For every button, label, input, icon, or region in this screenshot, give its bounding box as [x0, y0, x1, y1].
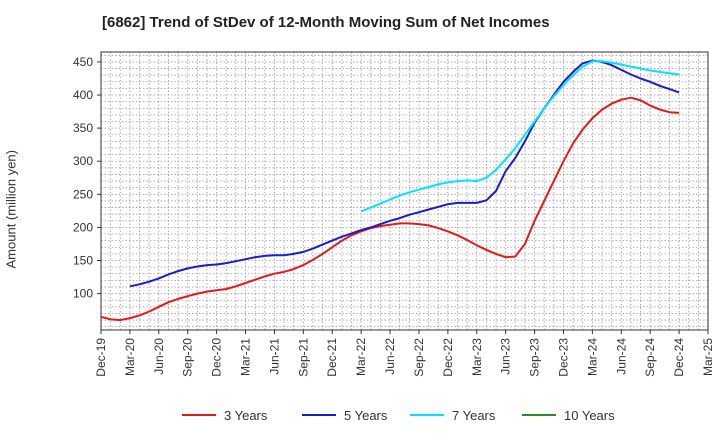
x-tick-label: Dec-20: [210, 338, 224, 377]
y-tick-label: 250: [73, 187, 93, 201]
x-tick-label: Sep-20: [181, 338, 195, 377]
x-tick-label: Dec-19: [94, 338, 108, 377]
legend-label: 7 Years: [452, 408, 496, 423]
x-tick-label: Jun-22: [383, 338, 397, 375]
x-tick-label: Jun-24: [614, 338, 628, 375]
x-tick-label: Mar-22: [354, 338, 368, 376]
y-tick-label: 350: [73, 121, 93, 135]
y-tick-label: 200: [73, 220, 93, 234]
y-tick-label: 150: [73, 254, 93, 268]
x-tick-label: Dec-21: [325, 338, 339, 377]
y-tick-label: 450: [73, 55, 93, 69]
x-tick-label: Sep-24: [643, 338, 657, 377]
x-tick-label: Dec-23: [556, 338, 570, 377]
x-tick-label: Jun-21: [267, 338, 281, 375]
y-tick-label: 400: [73, 88, 93, 102]
plot-area: [101, 52, 708, 330]
x-tick-label: Mar-20: [123, 338, 137, 376]
legend-label: 5 Years: [344, 408, 388, 423]
legend-label: 3 Years: [224, 408, 268, 423]
x-tick-label: Jun-23: [499, 338, 513, 375]
plot-border: [100, 51, 709, 331]
x-tick-label: Dec-22: [441, 338, 455, 377]
x-tick-label: Mar-23: [470, 338, 484, 376]
x-tick-label: Dec-24: [672, 338, 686, 377]
chart-title: [6862] Trend of StDev of 12-Month Moving…: [102, 14, 550, 31]
x-tick-label: Mar-21: [239, 338, 253, 376]
x-tick-label: Mar-25: [701, 338, 715, 376]
x-tick-label: Sep-22: [412, 338, 426, 377]
y-tick-label: 300: [73, 154, 93, 168]
series-line-7-years: [360, 60, 680, 213]
x-tick-label: Sep-21: [296, 338, 310, 377]
x-tick-label: Mar-24: [585, 338, 599, 376]
x-tick-label: Jun-20: [152, 338, 166, 375]
series-line-3-years: [100, 96, 680, 322]
y-tick-label: 100: [73, 287, 93, 301]
legend-label: 10 Years: [564, 408, 615, 423]
x-tick-label: Sep-23: [528, 338, 542, 377]
series-line-5-years: [129, 59, 680, 288]
